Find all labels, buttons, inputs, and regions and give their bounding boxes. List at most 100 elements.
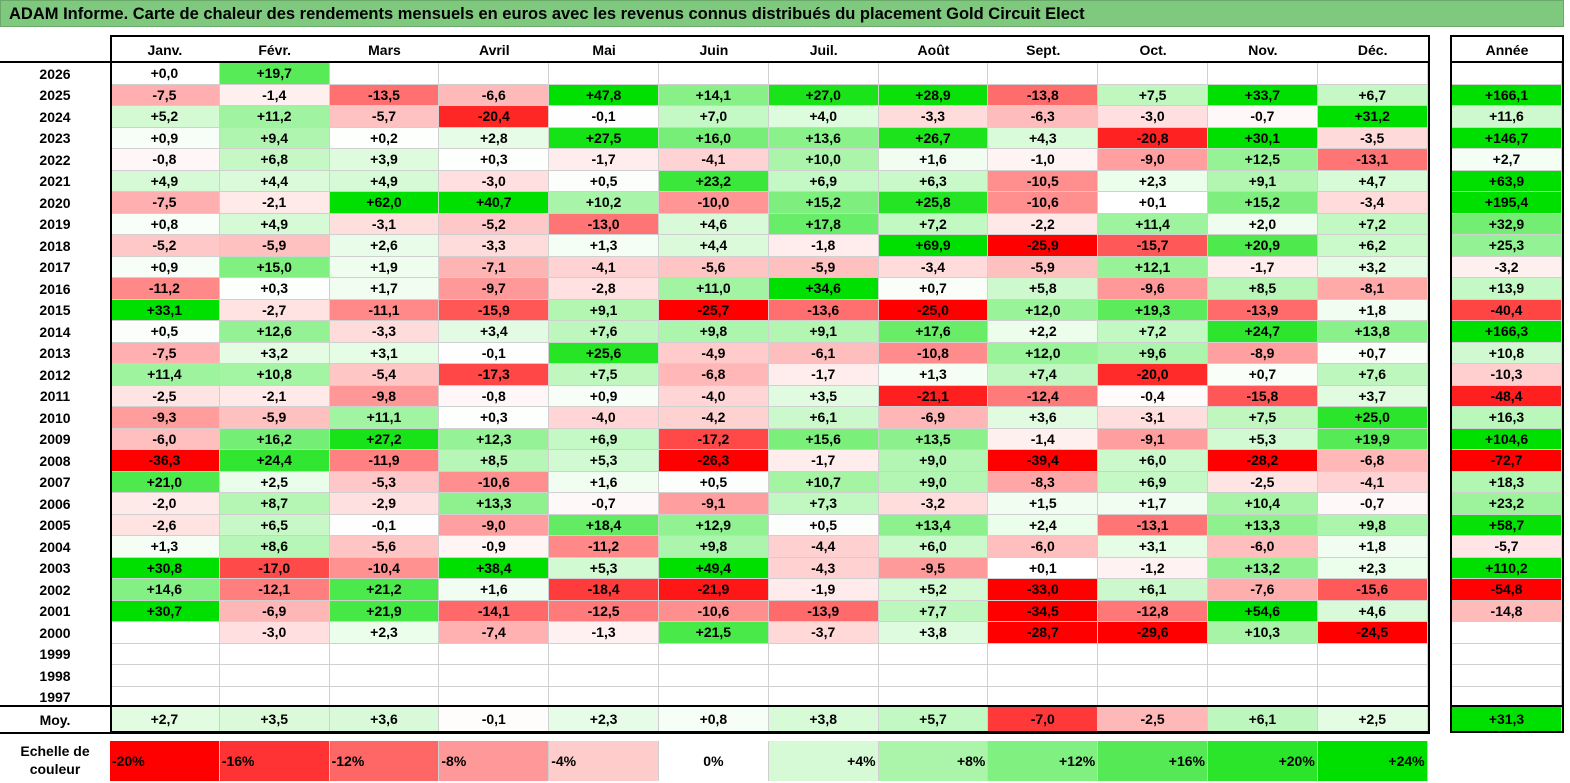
year-total-cell — [1452, 622, 1562, 644]
heatmap-cell: -5,9 — [988, 256, 1099, 278]
year-label: 2011 — [39, 388, 71, 405]
year-label: 2026 — [39, 65, 71, 82]
heatmap-cell: -2,2 — [988, 213, 1099, 235]
year-label: 2007 — [39, 474, 71, 491]
heatmap-cell: -1,0 — [988, 149, 1099, 171]
heatmap-cell — [659, 665, 769, 687]
heatmap-cell: +25,6 — [549, 342, 659, 364]
heatmap-cell: +3,6 — [988, 407, 1099, 429]
heatmap-cell: -4,2 — [659, 407, 769, 429]
header-rule — [0, 61, 1430, 63]
heatmap-cell: +7,2 — [878, 213, 989, 235]
heatmap-cell: +21,2 — [329, 579, 440, 601]
heatmap-cell: -7,4 — [439, 622, 550, 644]
heatmap-cell: -4,9 — [659, 342, 769, 364]
heatmap-cell: +11,2 — [219, 106, 330, 128]
heatmap-cell — [878, 665, 989, 687]
heatmap-cell: +10,8 — [219, 364, 330, 386]
heatmap-cell: -5,9 — [219, 407, 330, 429]
heatmap-cell: -14,1 — [439, 600, 550, 622]
heatmap-cell — [988, 63, 1099, 85]
color-scale-step: +20% — [1208, 741, 1318, 781]
heatmap-cell — [439, 665, 550, 687]
heatmap-cell: +4,9 — [329, 170, 440, 192]
heatmap-cell: -15,9 — [439, 299, 550, 321]
year-total-cell: -3,2 — [1452, 256, 1562, 278]
color-scale-label-line2: couleur — [29, 761, 81, 777]
heatmap-cell: -9,5 — [878, 557, 989, 579]
heatmap-cell: +0,9 — [110, 256, 220, 278]
heatmap-cell: +4,7 — [1317, 170, 1428, 192]
heatmap-cell: -6,8 — [659, 364, 769, 386]
heatmap-cell: -3,3 — [329, 321, 440, 343]
heatmap-cell: +6,1 — [768, 407, 879, 429]
heatmap-cell: +0,5 — [110, 321, 220, 343]
heatmap-cell: -0,4 — [1098, 385, 1208, 407]
heatmap-cell — [1208, 665, 1318, 687]
heatmap-cell: -5,7 — [329, 106, 440, 128]
heatmap-cell: -9,3 — [110, 407, 220, 429]
heatmap-cell: +0,1 — [988, 557, 1099, 579]
heatmap-cell: -3,3 — [878, 106, 989, 128]
heatmap-cell: -6,6 — [439, 84, 550, 106]
heatmap-cell: +10,7 — [768, 471, 879, 493]
heatmap-cell — [329, 665, 440, 687]
heatmap-cell: +7,2 — [1098, 321, 1208, 343]
color-scale-step: +8% — [878, 741, 989, 781]
year-total-cell: +25,3 — [1452, 235, 1562, 257]
heatmap-cell: +0,9 — [110, 127, 220, 149]
heatmap-cell: +27,2 — [329, 428, 440, 450]
heatmap-cell: -9,0 — [1098, 149, 1208, 171]
heatmap-cell: -13,9 — [1208, 299, 1318, 321]
heatmap-cell — [1317, 643, 1428, 665]
heatmap-cell: +2,5 — [219, 471, 330, 493]
heatmap-cell: +13,4 — [878, 514, 989, 536]
heatmap-cell: -6,0 — [1208, 536, 1318, 558]
heatmap-cell: -7,6 — [1208, 579, 1318, 601]
heatmap-cell: +17,8 — [768, 213, 879, 235]
heatmap-cell: -10,5 — [988, 170, 1099, 192]
heatmap-cell: -9,1 — [1098, 428, 1208, 450]
heatmap-cell: +7,4 — [988, 364, 1099, 386]
heatmap-cell — [1317, 665, 1428, 687]
color-scale-step: -12% — [329, 741, 440, 781]
heatmap-cell: +12,5 — [1208, 149, 1318, 171]
heatmap-cell: -0,7 — [1208, 106, 1318, 128]
heatmap-cell: +0,1 — [1098, 192, 1208, 214]
heatmap-cell: -2,8 — [549, 278, 659, 300]
heatmap-cell: +9,1 — [1208, 170, 1318, 192]
heatmap-cell: -18,4 — [549, 579, 659, 601]
heatmap-cell: +0,0 — [110, 63, 220, 85]
average-rule-left — [0, 705, 1430, 707]
heatmap-cell: +12,6 — [219, 321, 330, 343]
heatmap-cell: -5,4 — [329, 364, 440, 386]
heatmap-cell: +2,2 — [988, 321, 1099, 343]
average-cell: +2,3 — [549, 707, 659, 732]
year-total-cell: -40,4 — [1452, 299, 1562, 321]
color-scale-step: -8% — [439, 741, 550, 781]
heatmap-cell: -15,8 — [1208, 385, 1318, 407]
heatmap-cell: -21,9 — [659, 579, 769, 601]
heatmap-cell: +21,0 — [110, 471, 220, 493]
heatmap-cell: +6,9 — [768, 170, 879, 192]
color-scale-step: -20% — [110, 741, 220, 781]
heatmap-cell: +1,7 — [329, 278, 440, 300]
heatmap-cell: -6,8 — [1317, 450, 1428, 472]
heatmap-cell: +13,2 — [1208, 557, 1318, 579]
heatmap-cell: +9,0 — [878, 471, 989, 493]
color-scale-step: -4% — [549, 741, 659, 781]
heatmap-cell: +6,9 — [1098, 471, 1208, 493]
heatmap-cell: +3,9 — [329, 149, 440, 171]
year-label: 2019 — [39, 216, 71, 233]
heatmap-cell: -9,1 — [659, 493, 769, 515]
year-total-cell: +13,9 — [1452, 278, 1562, 300]
heatmap-cell: -9,7 — [439, 278, 550, 300]
heatmap-cell: -8,3 — [988, 471, 1099, 493]
heatmap-cell: +16,2 — [219, 428, 330, 450]
total-average-rule — [1450, 705, 1564, 707]
heatmap-cell: +6,3 — [878, 170, 989, 192]
year-label: 2001 — [39, 603, 71, 620]
heatmap-cell: -2,7 — [219, 299, 330, 321]
heatmap-cell: +25,0 — [1317, 407, 1428, 429]
heatmap-cell: -1,3 — [549, 622, 659, 644]
